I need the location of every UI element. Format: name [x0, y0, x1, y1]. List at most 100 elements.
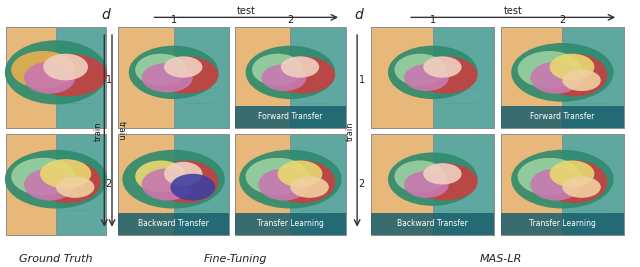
Ellipse shape: [4, 40, 108, 104]
Ellipse shape: [24, 168, 76, 201]
Ellipse shape: [170, 174, 215, 201]
Text: test: test: [237, 6, 255, 16]
Ellipse shape: [246, 158, 310, 195]
Bar: [500, 134, 624, 235]
Bar: [173, 27, 229, 128]
Text: $d$: $d$: [354, 7, 365, 22]
Text: 2: 2: [287, 15, 294, 25]
Ellipse shape: [543, 54, 607, 96]
Ellipse shape: [154, 160, 218, 203]
Bar: [236, 134, 291, 235]
Bar: [500, 27, 563, 128]
Bar: [56, 134, 106, 235]
Ellipse shape: [291, 176, 329, 198]
Ellipse shape: [423, 56, 461, 78]
Ellipse shape: [423, 163, 461, 184]
Ellipse shape: [518, 158, 582, 195]
Text: $d$: $d$: [101, 7, 112, 22]
Bar: [371, 27, 433, 128]
Ellipse shape: [164, 162, 202, 186]
Ellipse shape: [56, 176, 95, 198]
Ellipse shape: [129, 46, 218, 99]
Ellipse shape: [24, 62, 76, 94]
Bar: [236, 213, 346, 235]
Bar: [563, 134, 624, 235]
Text: test: test: [504, 6, 522, 16]
Bar: [173, 134, 229, 235]
Ellipse shape: [135, 54, 186, 86]
Bar: [371, 134, 433, 235]
Ellipse shape: [531, 168, 582, 201]
Text: Backward Transfer: Backward Transfer: [397, 219, 468, 228]
Bar: [6, 134, 56, 235]
Ellipse shape: [531, 62, 582, 94]
Bar: [236, 27, 291, 128]
Ellipse shape: [141, 63, 193, 92]
Ellipse shape: [43, 54, 88, 80]
Ellipse shape: [271, 56, 335, 94]
Text: 1: 1: [429, 15, 436, 25]
Ellipse shape: [563, 70, 601, 91]
Bar: [371, 27, 494, 128]
Ellipse shape: [511, 43, 614, 102]
Bar: [500, 106, 624, 128]
Text: 1: 1: [358, 75, 365, 85]
Text: 2: 2: [559, 15, 566, 25]
Ellipse shape: [11, 51, 76, 88]
Text: Fine-Tuning: Fine-Tuning: [204, 254, 267, 264]
Text: Ground Truth: Ground Truth: [19, 254, 93, 264]
Ellipse shape: [511, 150, 614, 209]
Text: Forward Transfer: Forward Transfer: [258, 112, 323, 121]
Ellipse shape: [543, 160, 607, 203]
Ellipse shape: [11, 158, 76, 195]
Bar: [500, 27, 624, 128]
Ellipse shape: [271, 160, 335, 203]
Ellipse shape: [252, 54, 303, 86]
Bar: [6, 27, 106, 128]
Text: train: train: [346, 121, 355, 141]
Ellipse shape: [246, 46, 335, 99]
Ellipse shape: [135, 160, 186, 193]
Bar: [118, 27, 229, 128]
Text: train: train: [93, 121, 102, 141]
Ellipse shape: [563, 176, 601, 198]
Bar: [236, 106, 346, 128]
Ellipse shape: [394, 160, 445, 193]
Ellipse shape: [31, 54, 107, 96]
Ellipse shape: [262, 64, 307, 91]
Bar: [371, 134, 494, 235]
Bar: [500, 134, 563, 235]
Ellipse shape: [239, 150, 342, 209]
Text: Transfer Learning: Transfer Learning: [529, 219, 596, 228]
Ellipse shape: [154, 56, 218, 94]
Ellipse shape: [122, 150, 225, 209]
Text: Forward Transfer: Forward Transfer: [530, 112, 595, 121]
Ellipse shape: [36, 160, 101, 203]
Ellipse shape: [388, 152, 477, 206]
Ellipse shape: [281, 56, 319, 78]
Text: 2: 2: [358, 179, 365, 189]
Ellipse shape: [4, 150, 108, 209]
Ellipse shape: [278, 160, 323, 187]
Bar: [118, 134, 229, 235]
Ellipse shape: [394, 54, 445, 86]
Text: 1: 1: [170, 15, 177, 25]
Ellipse shape: [550, 54, 595, 80]
Text: Backward Transfer: Backward Transfer: [138, 219, 209, 228]
Text: MAS-LR: MAS-LR: [479, 254, 522, 264]
Bar: [56, 27, 106, 128]
Text: Transfer Learning: Transfer Learning: [257, 219, 324, 228]
Bar: [371, 213, 494, 235]
Ellipse shape: [413, 56, 477, 94]
Ellipse shape: [259, 168, 310, 201]
Bar: [6, 134, 106, 235]
Ellipse shape: [404, 64, 449, 91]
Bar: [291, 134, 346, 235]
Bar: [118, 27, 173, 128]
Bar: [6, 27, 56, 128]
Ellipse shape: [388, 46, 477, 99]
Bar: [118, 213, 229, 235]
Ellipse shape: [550, 160, 595, 187]
Bar: [291, 27, 346, 128]
Text: 2: 2: [106, 179, 112, 189]
